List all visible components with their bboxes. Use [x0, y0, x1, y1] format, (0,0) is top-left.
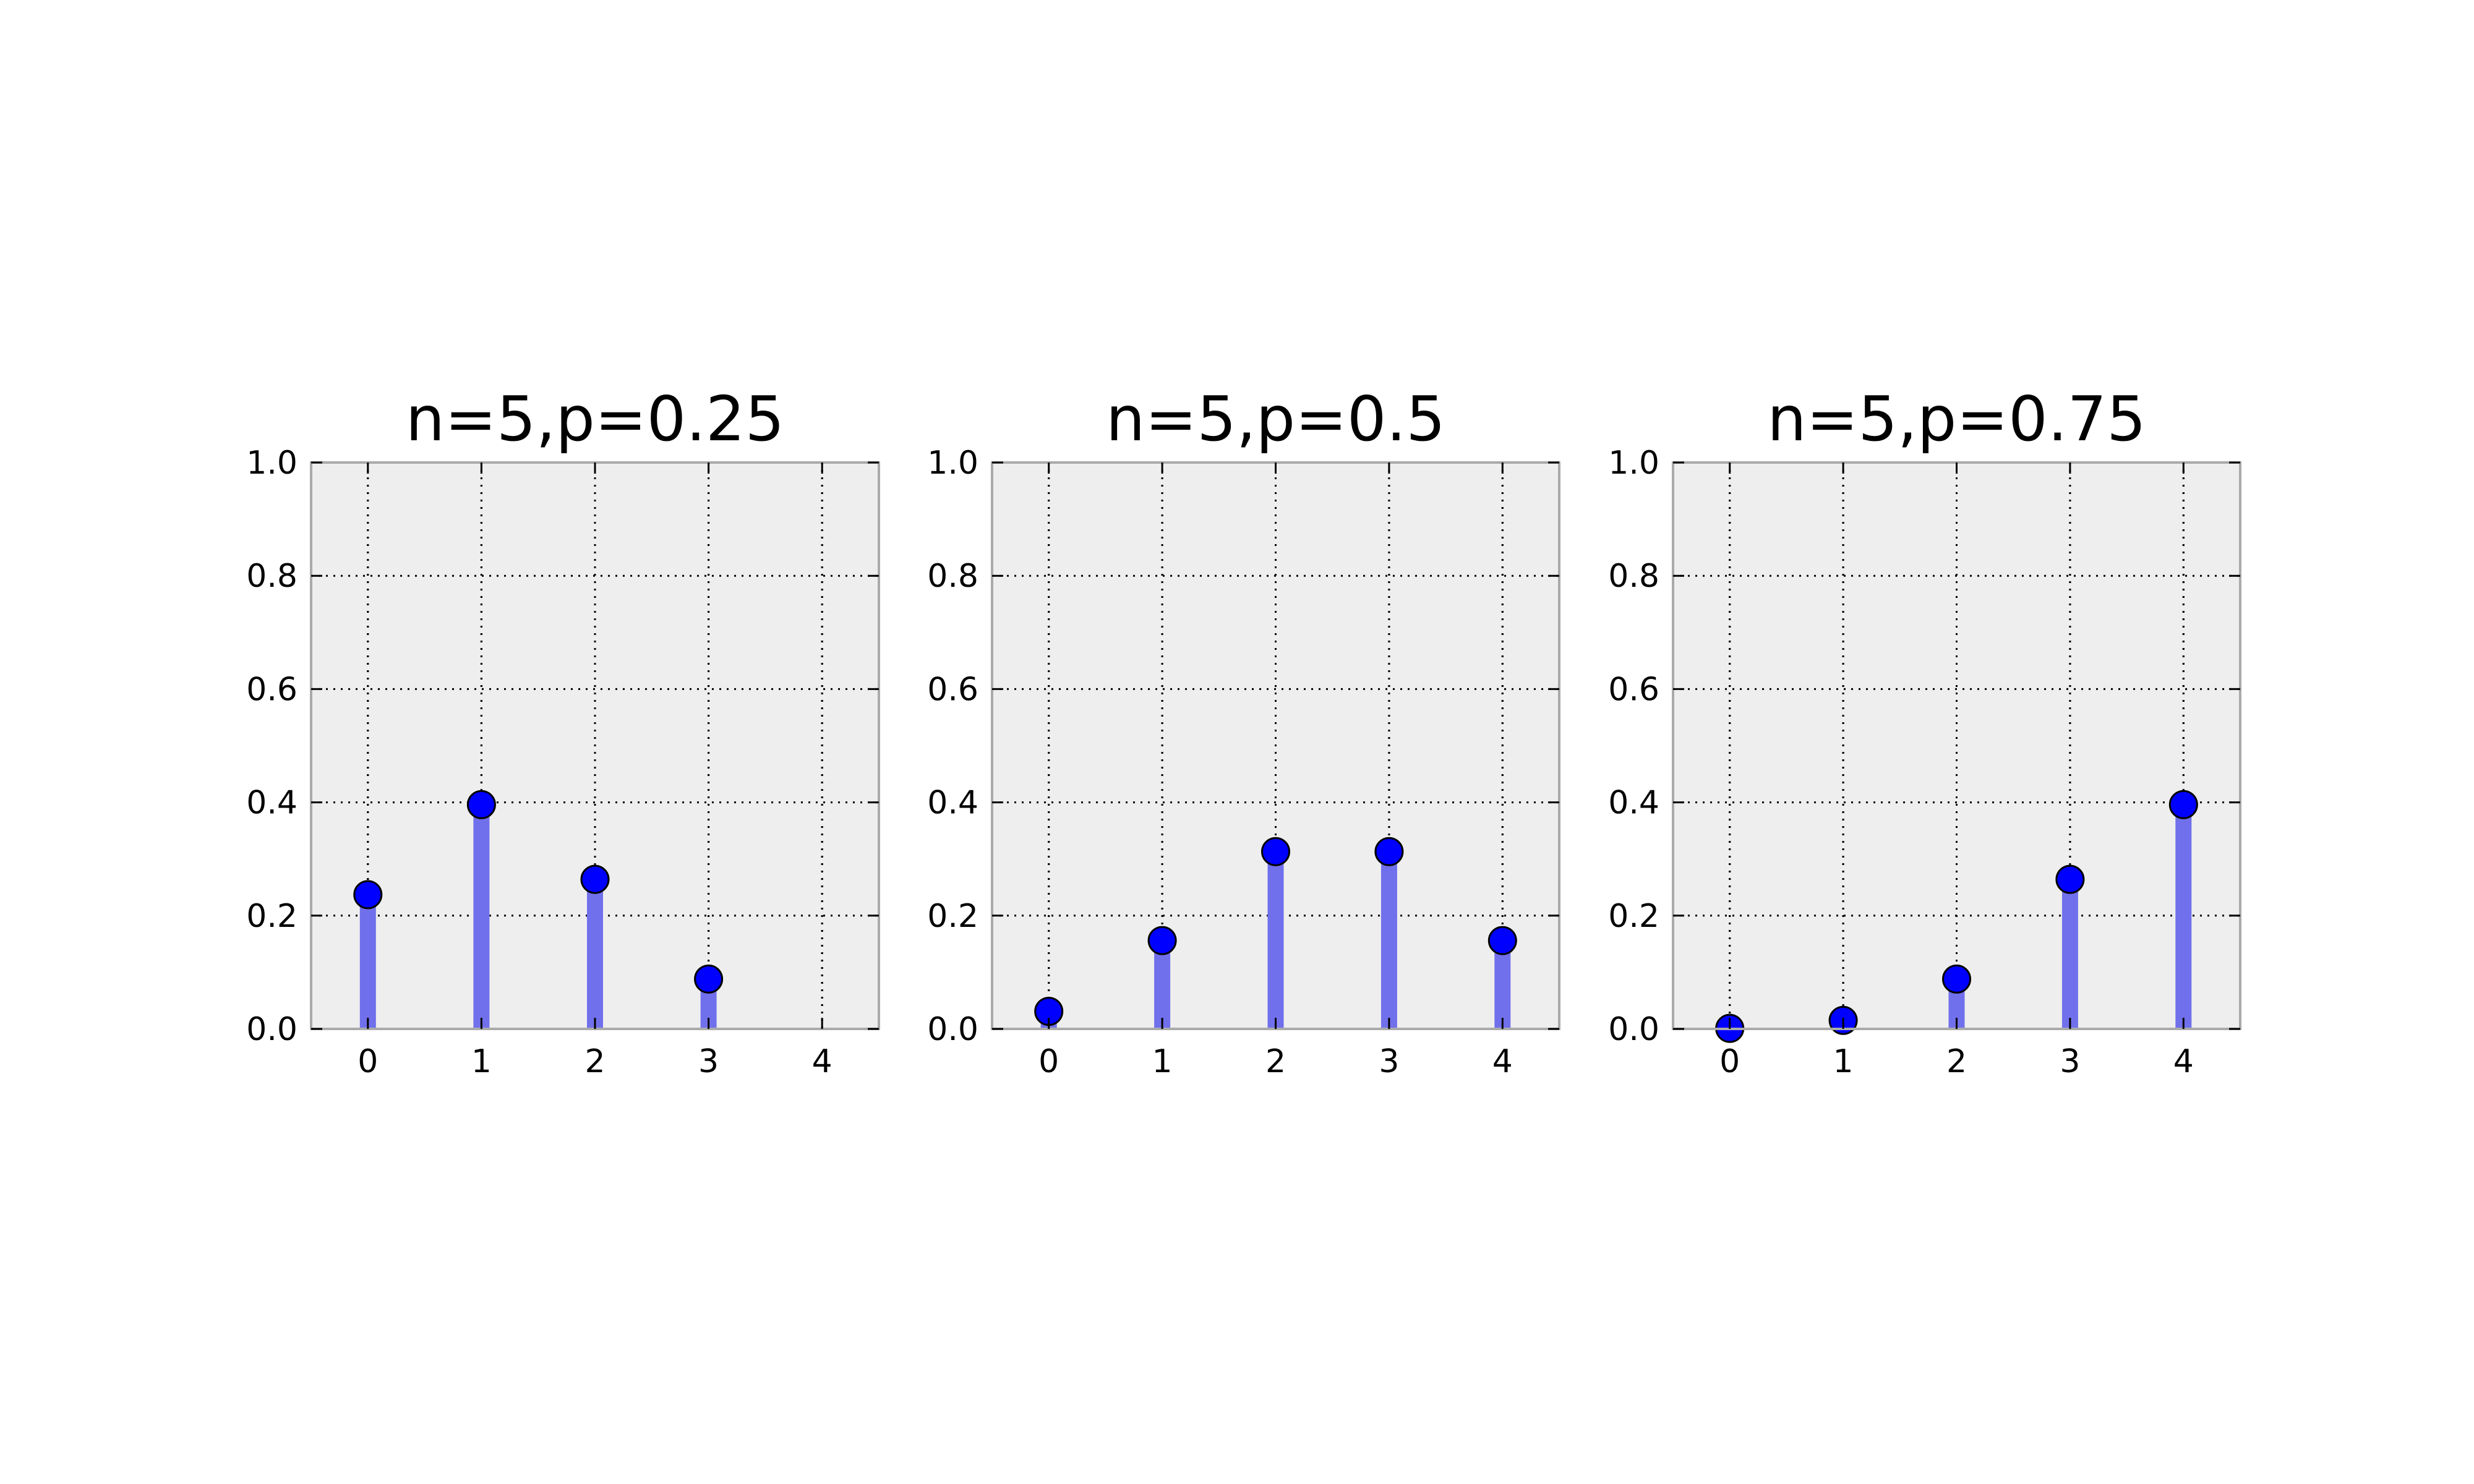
y-tick-label: 0.0: [1608, 1011, 1659, 1048]
data-point: [1147, 926, 1177, 955]
y-tick-label: 0.6: [927, 671, 978, 708]
x-tick-label: 2: [1265, 1043, 1286, 1080]
y-tick-label: 0.6: [1608, 671, 1659, 708]
x-tick-label: 2: [584, 1043, 605, 1080]
x-tick-label: 0: [1719, 1043, 1740, 1080]
y-tick-label: 1.0: [246, 445, 297, 482]
data-point: [1261, 837, 1290, 866]
y-tick-label: 0.2: [1608, 898, 1659, 935]
x-tick-label: 3: [2060, 1043, 2080, 1080]
x-tick-label: 4: [812, 1043, 833, 1080]
y-tick-label: 0.0: [927, 1011, 978, 1048]
y-tick-label: 0.4: [1608, 785, 1659, 822]
y-tick-label: 0.8: [246, 558, 297, 595]
chart-title: n=5,p=0.75: [1767, 383, 2146, 455]
data-point: [2168, 790, 2198, 819]
x-tick-label: 1: [1833, 1043, 1854, 1080]
x-tick-label: 1: [1152, 1043, 1173, 1080]
y-tick-label: 1.0: [1608, 445, 1659, 482]
y-tick-label: 0.0: [246, 1011, 297, 1048]
y-tick-label: 0.8: [1608, 558, 1659, 595]
x-tick-label: 0: [357, 1043, 378, 1080]
y-tick-label: 0.6: [246, 671, 297, 708]
x-tick-label: 2: [1946, 1043, 1967, 1080]
data-point: [694, 964, 724, 994]
y-tick-label: 0.2: [246, 898, 297, 935]
y-tick-label: 0.4: [927, 785, 978, 822]
x-tick-label: 3: [698, 1043, 719, 1080]
subplot-1: 0.0 0.2 0.4 0.6 0.8 1.0 0 1 2 3 4 n=5,p=0.25: [246, 383, 880, 1080]
y-tick-label: 1.0: [927, 445, 978, 482]
grid: [1673, 461, 2240, 1030]
y-tick-label: 0.4: [246, 785, 297, 822]
data-point: [2055, 864, 2085, 894]
y-tick-label: 0.8: [927, 558, 978, 595]
chart-title: n=5,p=0.25: [406, 383, 785, 455]
data-point: [1374, 837, 1404, 866]
subplot-2: 0.0 0.2 0.4 0.6 0.8 1.0 0 1 2 3 4 n=5,p=0.5: [927, 383, 1560, 1080]
data-point: [466, 790, 496, 819]
x-tick-label: 4: [1492, 1043, 1513, 1080]
data-point: [1487, 926, 1517, 955]
x-tick-label: 0: [1038, 1043, 1059, 1080]
data-point: [353, 880, 383, 910]
y-tick-label: 0.2: [927, 898, 978, 935]
x-tick-label: 3: [1379, 1043, 1399, 1080]
chart-title: n=5,p=0.5: [1106, 383, 1445, 455]
data-point: [580, 864, 610, 894]
x-tick-label: 1: [471, 1043, 492, 1080]
x-tick-label: 4: [2173, 1043, 2194, 1080]
subplot-3: 0.0 0.2 0.4 0.6 0.8 1.0 0 1 2 3 4 n=5,p=0.75: [1608, 383, 2241, 1080]
data-point: [1942, 964, 1971, 994]
